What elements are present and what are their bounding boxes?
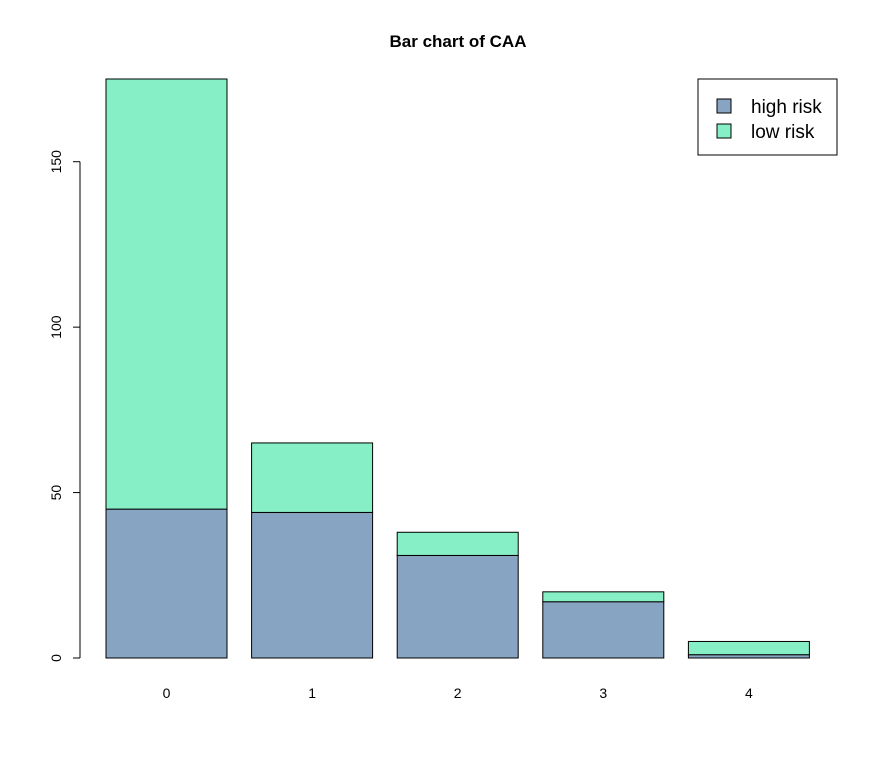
bar-low-risk-3 [542,591,665,603]
legend-swatch [716,123,732,139]
x-tick-label: 1 [308,685,316,701]
x-axis-labels: 0 1 2 3 4 [163,685,753,701]
bar-high-risk-0 [105,508,228,659]
x-tick-label: 4 [745,685,753,701]
y-tick-label: 50 [48,485,64,501]
bar-low-risk-0 [105,78,228,510]
chart-title: Bar chart of CAA [390,32,527,51]
y-tick-label: 0 [48,654,64,662]
legend-label: low risk [751,122,815,143]
legend-label: high risk [751,97,822,118]
bar-low-risk-1 [251,442,374,513]
bar-high-risk-2 [396,554,519,659]
x-tick-label: 2 [454,685,462,701]
legend-swatch [716,98,732,114]
legend: high risk low risk [697,78,838,156]
y-tick-label: 150 [48,150,64,174]
x-tick-label: 3 [599,685,607,701]
y-axis: 0 50 100 150 [48,150,81,662]
x-tick-label: 0 [163,685,171,701]
bar-low-risk-4 [687,640,810,656]
legend-box [697,78,838,156]
bar-low-risk-2 [396,531,519,556]
bar-high-risk-1 [251,511,374,659]
bars [105,78,810,659]
y-tick-label: 100 [48,315,64,339]
bar-high-risk-3 [542,601,665,659]
